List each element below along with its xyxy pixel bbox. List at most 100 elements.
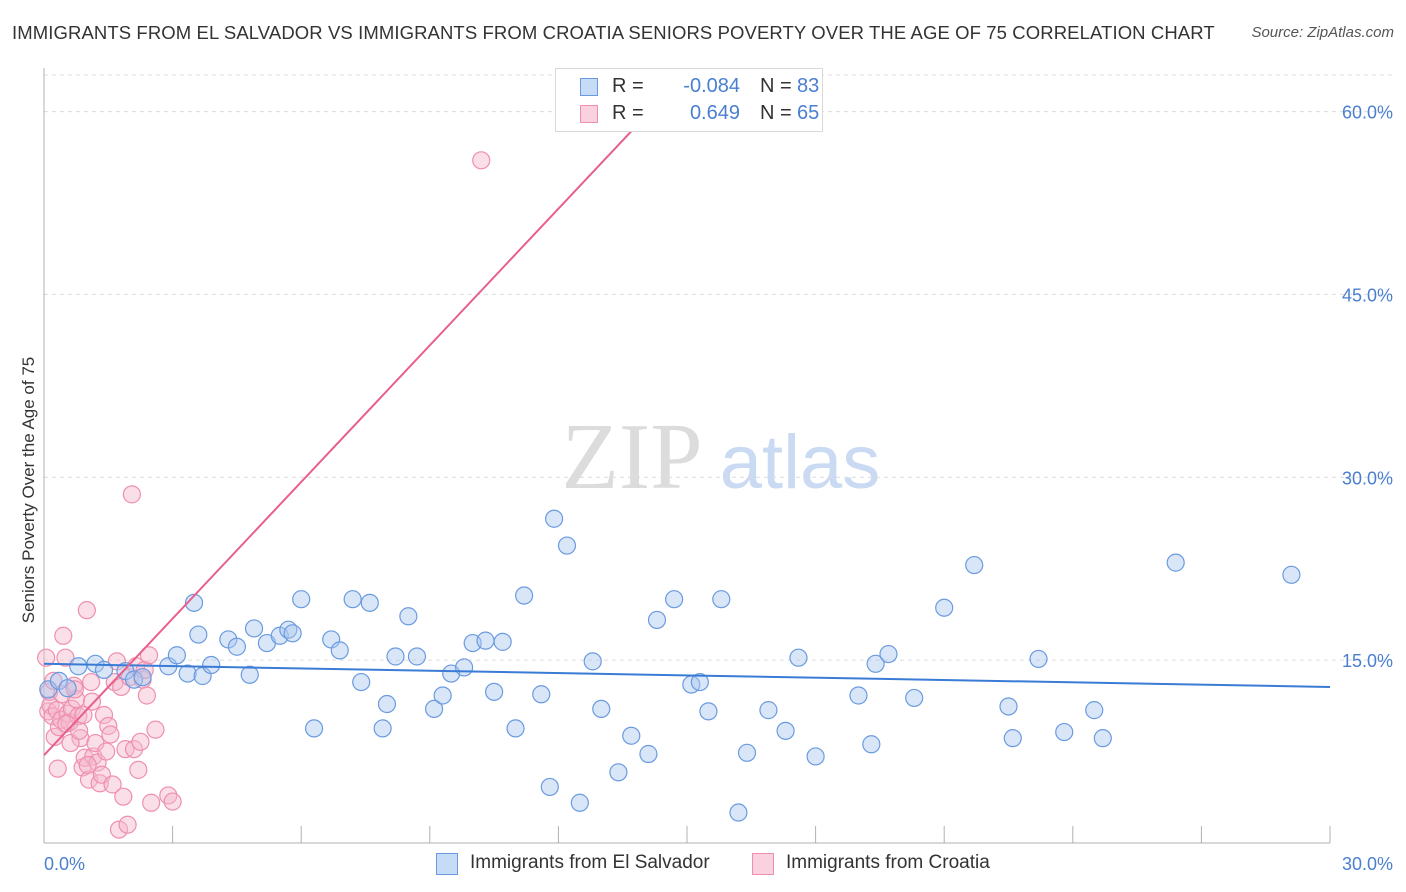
chart-title: IMMIGRANTS FROM EL SALVADOR VS IMMIGRANT…	[12, 22, 1215, 43]
el-salvador-point	[304, 719, 324, 738]
el-salvador-point	[184, 593, 204, 612]
el-salvador-point	[849, 686, 868, 705]
el-salvador-point	[283, 624, 302, 643]
el-salvador-point	[866, 654, 885, 673]
el-salvador-point	[759, 701, 778, 720]
croatia-point	[101, 725, 120, 744]
el-salvador-point	[189, 625, 208, 644]
el-salvador-point	[202, 655, 221, 675]
el-salvador-point	[133, 668, 152, 687]
legend-swatch-blue	[580, 78, 598, 96]
el-salvador-point	[485, 682, 504, 701]
r-value: -0.084	[683, 75, 740, 97]
y-tick-label: 30.0%	[1342, 468, 1393, 488]
croatia-point	[65, 680, 84, 699]
el-salvador-point	[1093, 729, 1112, 748]
r-label: R =	[612, 75, 644, 97]
croatia-point	[97, 742, 116, 761]
croatia-point	[124, 740, 144, 759]
croatia-point	[77, 601, 96, 620]
el-salvador-point	[515, 586, 534, 605]
el-salvador-point	[540, 777, 559, 797]
y-tick-label: 45.0%	[1342, 285, 1393, 305]
el-salvador-point	[583, 652, 602, 671]
el-salvador-point	[373, 719, 392, 738]
el-salvador-point	[690, 672, 709, 692]
legend-swatch-blue	[436, 853, 458, 875]
el-salvador-point	[330, 641, 349, 660]
croatia-point	[122, 485, 141, 504]
correlation-legend: R = -0.084 N = 83 R = 0.649 N = 65	[555, 68, 823, 132]
el-salvador-point	[244, 619, 264, 638]
croatia-point	[163, 792, 182, 811]
croatia-trend-line	[43, 98, 663, 756]
croatia-point	[103, 775, 122, 794]
legend-label: Immigrants from El Salvador	[470, 852, 710, 873]
legend-swatch-pink	[580, 105, 598, 123]
tick-labels: 15.0% 30.0% 45.0% 60.0% 0.0% 30.0%	[44, 103, 1393, 874]
n-value: 83	[797, 75, 820, 97]
el-salvador-point	[1029, 649, 1048, 669]
el-salvador-point	[935, 598, 954, 617]
el-salvador-point	[737, 743, 757, 762]
el-salvador-point	[592, 699, 611, 719]
croatia-point	[56, 648, 75, 667]
el-salvador-point	[352, 672, 371, 692]
croatia-point	[45, 727, 64, 747]
el-salvador-point	[622, 726, 641, 745]
el-salvador-point	[1166, 553, 1185, 572]
croatia-point	[54, 626, 73, 645]
x-tick-label-min: 0.0%	[44, 854, 85, 874]
croatia-point	[82, 692, 102, 711]
croatia-points	[37, 151, 491, 839]
el-salvador-point	[1003, 729, 1022, 748]
y-axis-label-container: Seniors Poverty Over the Age of 75	[16, 280, 42, 700]
r-value: 0.649	[689, 102, 740, 124]
trend-lines	[43, 98, 1331, 756]
croatia-point	[139, 646, 159, 665]
croatia-point	[48, 759, 67, 778]
croatia-point	[472, 151, 491, 170]
y-tick-label: 60.0%	[1342, 103, 1393, 123]
el-salvador-point	[776, 721, 795, 740]
el-salvador-point	[506, 719, 525, 738]
el-salvador-point	[806, 747, 825, 766]
el-salvador-point	[1282, 565, 1301, 584]
el-salvador-point	[789, 648, 808, 667]
el-salvador-trend-line	[43, 662, 1331, 688]
y-tick-label: 15.0%	[1342, 651, 1393, 671]
el-salvador-point	[712, 590, 731, 609]
croatia-point	[94, 705, 114, 725]
el-salvador-point	[424, 699, 444, 719]
el-salvador-point	[609, 763, 628, 782]
el-salvador-point	[407, 647, 427, 666]
r-label: R =	[612, 102, 644, 124]
croatia-point	[82, 672, 101, 692]
croatia-point	[142, 793, 161, 812]
croatia-point	[131, 732, 150, 751]
el-salvador-point	[699, 702, 718, 721]
croatia-point	[118, 815, 137, 834]
croatia-point	[78, 755, 97, 775]
el-salvador-point	[360, 593, 379, 612]
el-salvador-points	[39, 509, 1301, 822]
el-salvador-point	[167, 646, 186, 665]
el-salvador-point	[729, 803, 748, 822]
el-salvador-point	[386, 647, 405, 666]
el-salvador-point	[665, 590, 684, 609]
el-salvador-point	[879, 644, 898, 664]
el-salvador-point	[1085, 701, 1104, 720]
el-salvador-point	[69, 657, 88, 676]
croatia-point	[44, 671, 63, 690]
el-salvador-point	[570, 793, 589, 812]
el-salvador-point	[1055, 722, 1074, 742]
el-salvador-point	[227, 637, 246, 656]
el-salvador-point	[545, 509, 564, 528]
el-salvador-point	[292, 590, 311, 609]
n-label: N =	[760, 75, 792, 97]
el-salvador-point	[999, 697, 1018, 716]
croatia-point	[109, 820, 129, 839]
el-salvador-point	[454, 658, 474, 677]
watermark-zip: ZIP	[562, 405, 703, 509]
